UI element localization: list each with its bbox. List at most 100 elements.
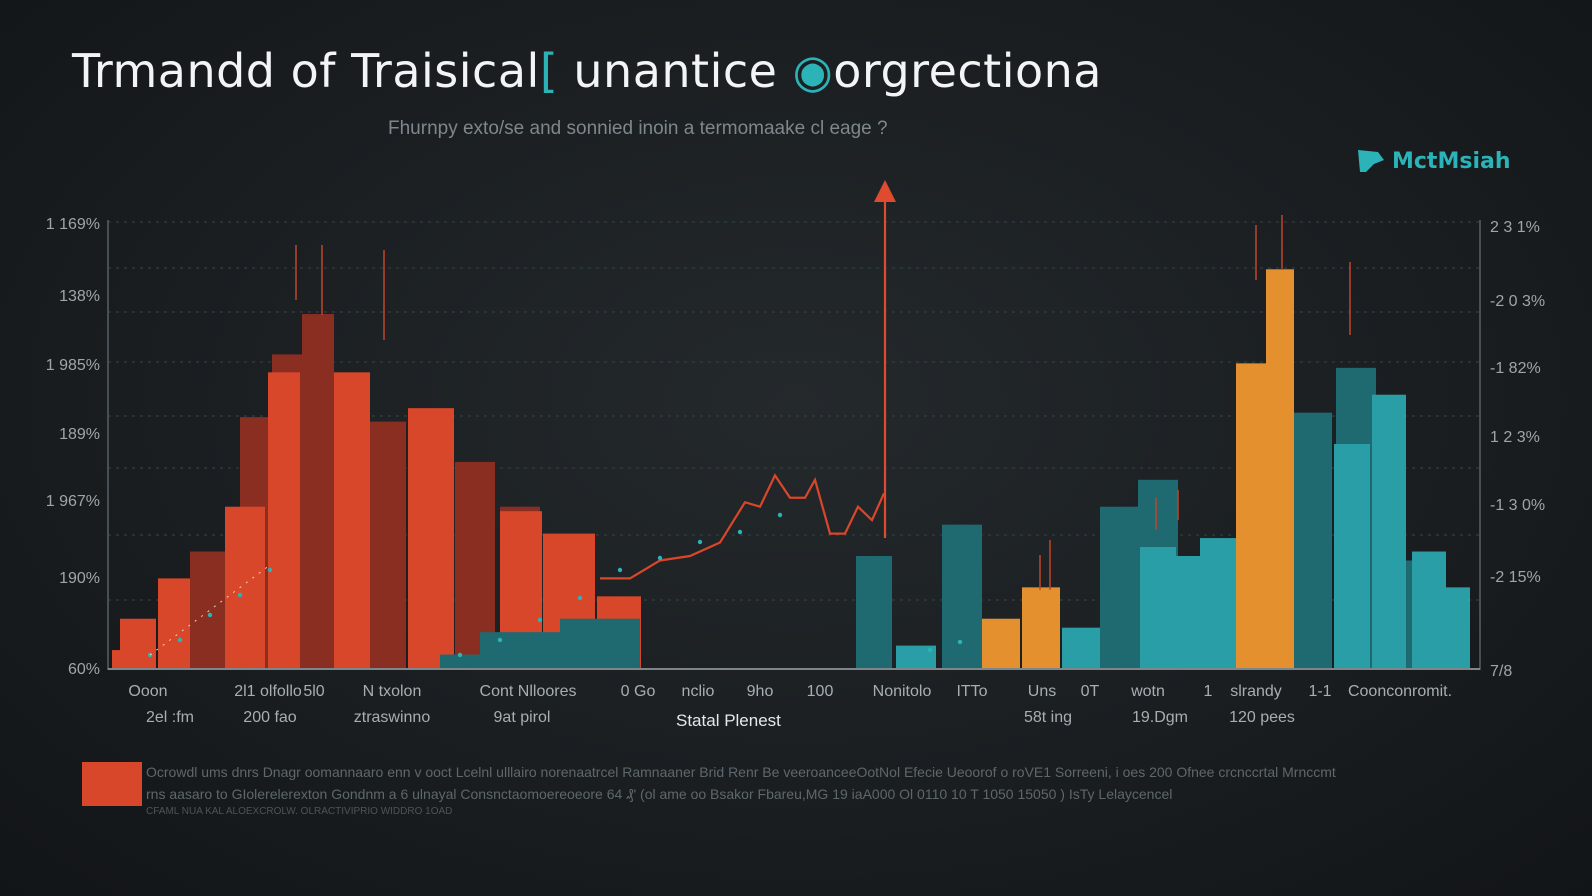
x-axis: Ooon 2el :fm 2l1 olfollo 200 fao 5l0 N txolon… (128, 683, 1452, 726)
x-tick-7: 9ho (747, 683, 774, 700)
bar-1-3 (268, 372, 300, 668)
bar-4-0 (982, 618, 1020, 668)
x-tick-2: 5l0 (303, 683, 324, 700)
x-tick-4: Cont Nlloores (480, 683, 577, 700)
y-tick-left-4: 1 985% (46, 357, 100, 374)
y-tick-left-0: 60% (68, 661, 100, 678)
x-tick-17: Coonconromit. (1348, 683, 1452, 700)
bar-1-2 (225, 506, 265, 668)
bar-3-1 (1062, 627, 1100, 668)
x-tick-0: Ooon (128, 683, 167, 700)
trend-dot-13 (777, 512, 783, 518)
bar-4-3 (1266, 269, 1294, 668)
y-tick-right-4: -1 82% (1490, 360, 1541, 377)
x-tick-sub-15: 120 pees (1229, 709, 1295, 726)
flag-icon (1358, 150, 1384, 172)
x-tick-sub-4: 9at pirol (494, 709, 551, 726)
trend-line (147, 473, 963, 658)
bar-3-8 (1438, 587, 1470, 668)
legend-text-2: rns aasaro to GIolerelerexton Gondnm a 6… (146, 786, 1173, 802)
x-tick-16: 1-1 (1308, 683, 1331, 700)
x-tick-sub-3: ztraswinno (354, 709, 431, 726)
bracket-mark: [ (539, 44, 559, 98)
y-tick-right-0: 7/8 (1490, 663, 1512, 680)
x-tick-1: 2l1 olfollo (234, 683, 302, 700)
bar-2-5 (1100, 506, 1140, 668)
brand-name: MctMsiah (1392, 148, 1511, 174)
trend-dot-3 (237, 592, 243, 598)
x-tick-sub-13: 19.Dgm (1132, 709, 1188, 726)
trend-dot-2 (207, 612, 213, 618)
x-tick-13: wotn (1130, 683, 1165, 700)
x-tick-12: 0T (1081, 683, 1100, 700)
bar-2-7 (1290, 412, 1332, 668)
x-tick-11: Uns (1028, 683, 1056, 700)
x-tick-sub-1: 200 fao (243, 709, 296, 726)
trend-dot-6 (497, 637, 503, 643)
bar-3-3 (1164, 556, 1200, 668)
bar-2-2 (560, 618, 640, 668)
trend-dot-12 (737, 529, 743, 535)
target-icon: ◉ (792, 44, 834, 98)
trend-line-path (600, 473, 886, 580)
y-tick-right-3: 1 2 3% (1490, 429, 1540, 446)
legend: Ocrowdl ums dnrs Dnagr oomannaaro enn v … (82, 762, 1542, 822)
legend-text-3: CFAML NUA KAL ALOEXCROLW. OLRACTIVIPRIO … (146, 806, 453, 817)
bar-1-0 (120, 618, 156, 668)
trend-dot-7 (537, 617, 543, 623)
trend-dot-4 (267, 567, 273, 573)
x-tick-15: slrandy (1230, 683, 1282, 700)
bar-4-1 (1022, 587, 1060, 668)
x-tick-10: ITTo (956, 683, 987, 700)
y-tick-right-1: -2 15% (1490, 569, 1541, 586)
chart-title: Trmandd of Traisical[ unantice ◉orgrecti… (72, 44, 1102, 98)
x-tick-6: nclio (682, 683, 715, 700)
trend-dot-11 (697, 539, 703, 545)
trend-dash-left (149, 564, 271, 656)
bar-1-5 (408, 408, 454, 668)
bar-3-4 (1200, 538, 1240, 668)
y-tick-left-5: 138% (59, 288, 100, 305)
trend-dot-1 (177, 637, 183, 643)
y-tick-left-6: 1 169% (46, 216, 100, 233)
legend-swatch (82, 762, 142, 806)
x-tick-8: 100 (807, 683, 834, 700)
y-tick-right-2: -1 3 0% (1490, 497, 1545, 514)
annotation-arrow (874, 180, 896, 538)
axes (107, 220, 1481, 670)
trend-dot-5 (457, 652, 463, 658)
x-tick-14: 1 (1204, 683, 1213, 700)
bar-2-4 (942, 524, 982, 668)
bar-2-1 (480, 632, 560, 668)
y-axis-left: 60% 190% 1 967% 189% 1 985% 138% 1 169% (46, 216, 100, 678)
bar-1-4 (334, 372, 370, 668)
bar-1-10 (112, 650, 122, 668)
y-tick-left-2: 1 967% (46, 493, 100, 510)
bar-4-2 (1236, 363, 1266, 668)
y-tick-left-3: 189% (59, 426, 100, 443)
trend-dot-8 (577, 595, 583, 601)
bar-0-5 (370, 421, 406, 668)
x-tick-sub-0: 2el :fm (146, 709, 194, 726)
x-tick-3: N txolon (363, 683, 422, 700)
x-tick-9: Nonitolo (873, 683, 932, 700)
y-tick-right-5: -2 0 3% (1490, 293, 1545, 310)
trend-dot-10 (657, 555, 663, 561)
bars (112, 215, 1470, 668)
bar-3-5 (1334, 444, 1370, 668)
arrow-head (874, 180, 896, 202)
bar-2-3 (856, 556, 892, 668)
bar-3-6 (1372, 394, 1406, 668)
brand-logo: MctMsiah (1356, 148, 1511, 174)
x-tick-5: 0 Go (621, 683, 656, 700)
chart-subtitle: Fhurnpy exto/se and sonnied inoin a term… (388, 118, 888, 139)
trend-dot-9 (617, 567, 623, 573)
bar-1-1 (158, 578, 190, 668)
bar-0-4 (302, 314, 334, 668)
trend-dot-14 (927, 647, 933, 653)
trend-dot-15 (957, 639, 963, 645)
x-axis-label: Statal Plenest (676, 711, 781, 730)
y-tick-right-6: 2 3 1% (1490, 219, 1540, 236)
x-tick-sub-11: 58t ing (1024, 709, 1072, 726)
